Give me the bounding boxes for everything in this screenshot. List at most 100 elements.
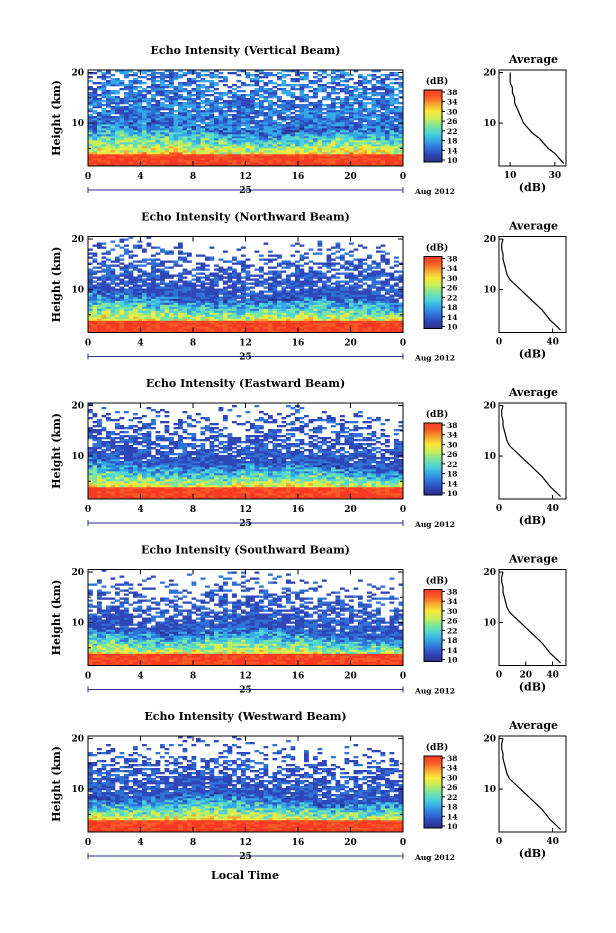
heatmap-cell — [124, 267, 129, 269]
heatmap-cell — [156, 285, 161, 287]
heatmap-cell — [214, 126, 219, 128]
heatmap-cell — [318, 267, 323, 269]
heatmap-cell — [192, 162, 197, 164]
heatmap-cell — [115, 156, 120, 158]
heatmap-cell — [291, 124, 296, 126]
heatmap-cell — [295, 271, 300, 273]
heatmap-cell — [363, 309, 368, 311]
heatmap-cell — [151, 122, 156, 124]
heatmap-cell — [322, 130, 327, 132]
heatmap-cell — [358, 108, 363, 110]
heatmap-cell — [304, 279, 309, 281]
heatmap-cell — [286, 323, 291, 325]
heatmap-cell — [282, 88, 287, 90]
heatmap-cell — [385, 144, 390, 146]
heatmap-cell — [120, 156, 125, 158]
heatmap-cell — [160, 329, 165, 331]
heatmap-cell — [106, 329, 111, 331]
heatmap-cell — [88, 94, 93, 96]
heatmap-cell — [250, 136, 255, 138]
heatmap-cell — [264, 273, 269, 275]
heatmap-cell — [331, 124, 336, 126]
heatmap-cell — [246, 116, 251, 118]
heatmap-cell — [138, 146, 143, 148]
heatmap-cell — [228, 313, 233, 315]
heatmap-cell — [304, 289, 309, 291]
heatmap-cell — [264, 98, 269, 100]
heatmap-cell — [286, 297, 291, 299]
heatmap-cell — [223, 132, 228, 134]
heatmap-cell — [282, 140, 287, 142]
heatmap-cell — [268, 142, 273, 144]
heatmap-cell — [205, 142, 210, 144]
heatmap-cell — [129, 315, 134, 317]
heatmap-cell — [102, 152, 107, 154]
heatmap-cell — [286, 275, 291, 277]
heatmap-cell — [169, 108, 174, 110]
heatmap-cell — [327, 325, 332, 327]
heatmap-cell — [241, 96, 246, 98]
heatmap-cell — [102, 104, 107, 106]
heatmap-cell — [309, 293, 314, 295]
heatmap-cell — [133, 158, 138, 160]
heatmap-cell — [250, 329, 255, 331]
heatmap-cell — [250, 307, 255, 309]
heatmap-cell — [358, 104, 363, 106]
heatmap-cell — [97, 98, 102, 100]
heatmap-cell — [147, 102, 152, 104]
heatmap-cell — [187, 309, 192, 311]
heatmap-cell — [372, 88, 377, 90]
heatmap-cell — [381, 80, 386, 82]
heatmap-cell — [318, 122, 323, 124]
heatmap-cell — [268, 303, 273, 305]
heatmap-cell — [376, 114, 381, 116]
heatmap-cell — [291, 299, 296, 301]
heatmap-cell — [259, 152, 264, 154]
heatmap-cell — [169, 303, 174, 305]
heatmap-cell — [223, 281, 228, 283]
heatmap-cell — [354, 134, 359, 136]
heatmap-cell — [156, 86, 161, 88]
heatmap-cell — [147, 128, 152, 130]
heatmap-cell — [363, 321, 368, 323]
heatmap-cell — [295, 104, 300, 106]
heatmap-cell — [363, 88, 368, 90]
heatmap-cell — [273, 295, 278, 297]
heatmap-cell — [286, 132, 291, 134]
heatmap-cell — [178, 160, 183, 162]
heatmap-cell — [345, 267, 350, 269]
heatmap-cell — [151, 281, 156, 283]
heatmap-cell — [376, 329, 381, 331]
heatmap-cell — [322, 281, 327, 283]
heatmap-cell — [232, 327, 237, 329]
heatmap-cell — [250, 84, 255, 86]
heatmap-cell — [178, 128, 183, 130]
heatmap-cell — [273, 279, 278, 281]
heatmap-cell — [363, 307, 368, 309]
heatmap-cell — [345, 295, 350, 297]
heatmap-cell — [210, 120, 215, 122]
heatmap-cell — [183, 110, 188, 112]
heatmap-cell — [151, 114, 156, 116]
heatmap-cell — [250, 128, 255, 130]
heatmap-cell — [313, 94, 318, 96]
heatmap-cell — [147, 122, 152, 124]
heatmap-cell — [156, 92, 161, 94]
heatmap-cell — [367, 74, 372, 76]
heatmap-cell — [313, 271, 318, 273]
heatmap-cell — [219, 305, 224, 307]
heatmap-cell — [237, 138, 242, 140]
heatmap-cell — [264, 301, 269, 303]
heatmap-cell — [210, 297, 215, 299]
heatmap-cell — [187, 301, 192, 303]
heatmap-cell — [142, 299, 147, 301]
heatmap-cell — [300, 327, 305, 329]
heatmap-cell — [300, 315, 305, 317]
heatmap-cell — [381, 154, 386, 156]
heatmap-cell — [354, 118, 359, 120]
heatmap-cell — [250, 315, 255, 317]
heatmap-cell — [295, 277, 300, 279]
heatmap-cell — [237, 106, 242, 108]
heatmap-cell — [169, 120, 174, 122]
heatmap-cell — [268, 114, 273, 116]
